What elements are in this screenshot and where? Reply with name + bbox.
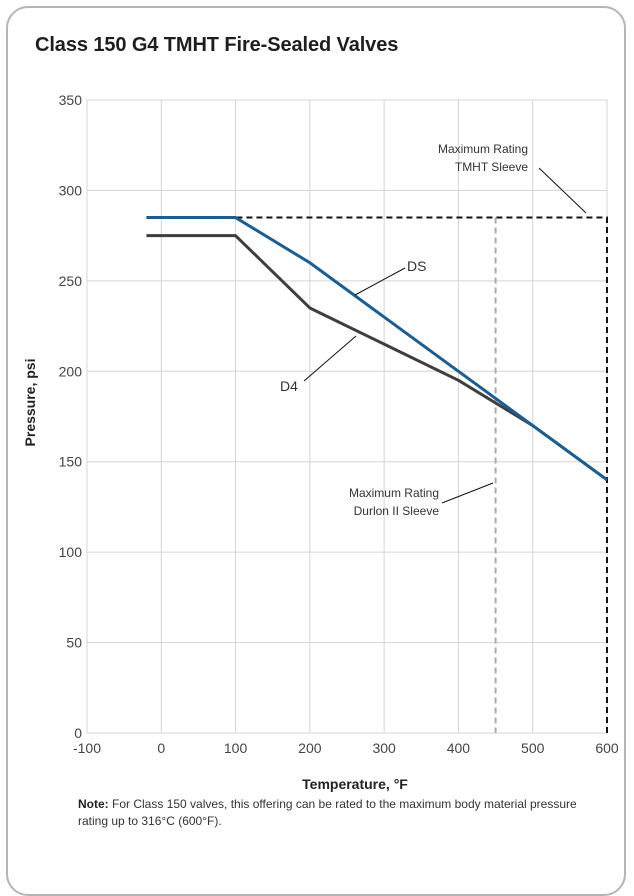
chart-title: Class 150 G4 TMHT Fire-Sealed Valves [35,34,399,56]
x-tick-label: 100 [224,740,248,756]
footnote: Note: For Class 150 valves, this offerin… [78,796,598,830]
x-tick-label: 200 [298,740,322,756]
tmht-rating-label: TMHT Sleeve [455,160,528,174]
series-leader-d4 [303,335,357,382]
y-tick-label: 0 [74,725,82,741]
y-tick-label: 200 [59,363,83,379]
durlon-rating-label: Durlon II Sleeve [354,504,440,518]
y-tick-label: 300 [59,182,83,198]
x-tick-label: 0 [157,740,165,756]
x-tick-label: 500 [521,740,545,756]
plot-area [86,99,608,734]
x-axis-title: Temperature, °F [302,776,408,792]
x-tick-label: 400 [447,740,471,756]
durlon-rating-label: Maximum Rating [349,486,439,500]
x-tick-label: 300 [372,740,396,756]
y-axis-title: Pressure, psi [22,359,38,447]
tmht-rating-label: Maximum Rating [438,142,528,156]
series-line-d4 [146,234,608,482]
y-tick-label: 150 [59,454,83,470]
y-tick-label: 50 [66,635,82,651]
x-tick-label: -100 [73,740,101,756]
series-label-ds: DS [407,258,426,274]
footnote-prefix: Note: [78,797,109,811]
y-tick-label: 250 [59,273,83,289]
series-line-ds [146,216,608,482]
series-leader-ds [354,267,406,296]
tmht-max-rating-line [146,216,608,733]
durlon-rating-leader [441,482,494,504]
tmht-rating-leader [538,167,587,214]
y-tick-label: 350 [59,92,83,108]
chart-card [6,6,626,896]
y-tick-label: 100 [59,544,83,560]
x-tick-label: 600 [595,740,619,756]
series-label-d4: D4 [280,378,298,394]
footnote-text: For Class 150 valves, this offering can … [78,797,577,828]
